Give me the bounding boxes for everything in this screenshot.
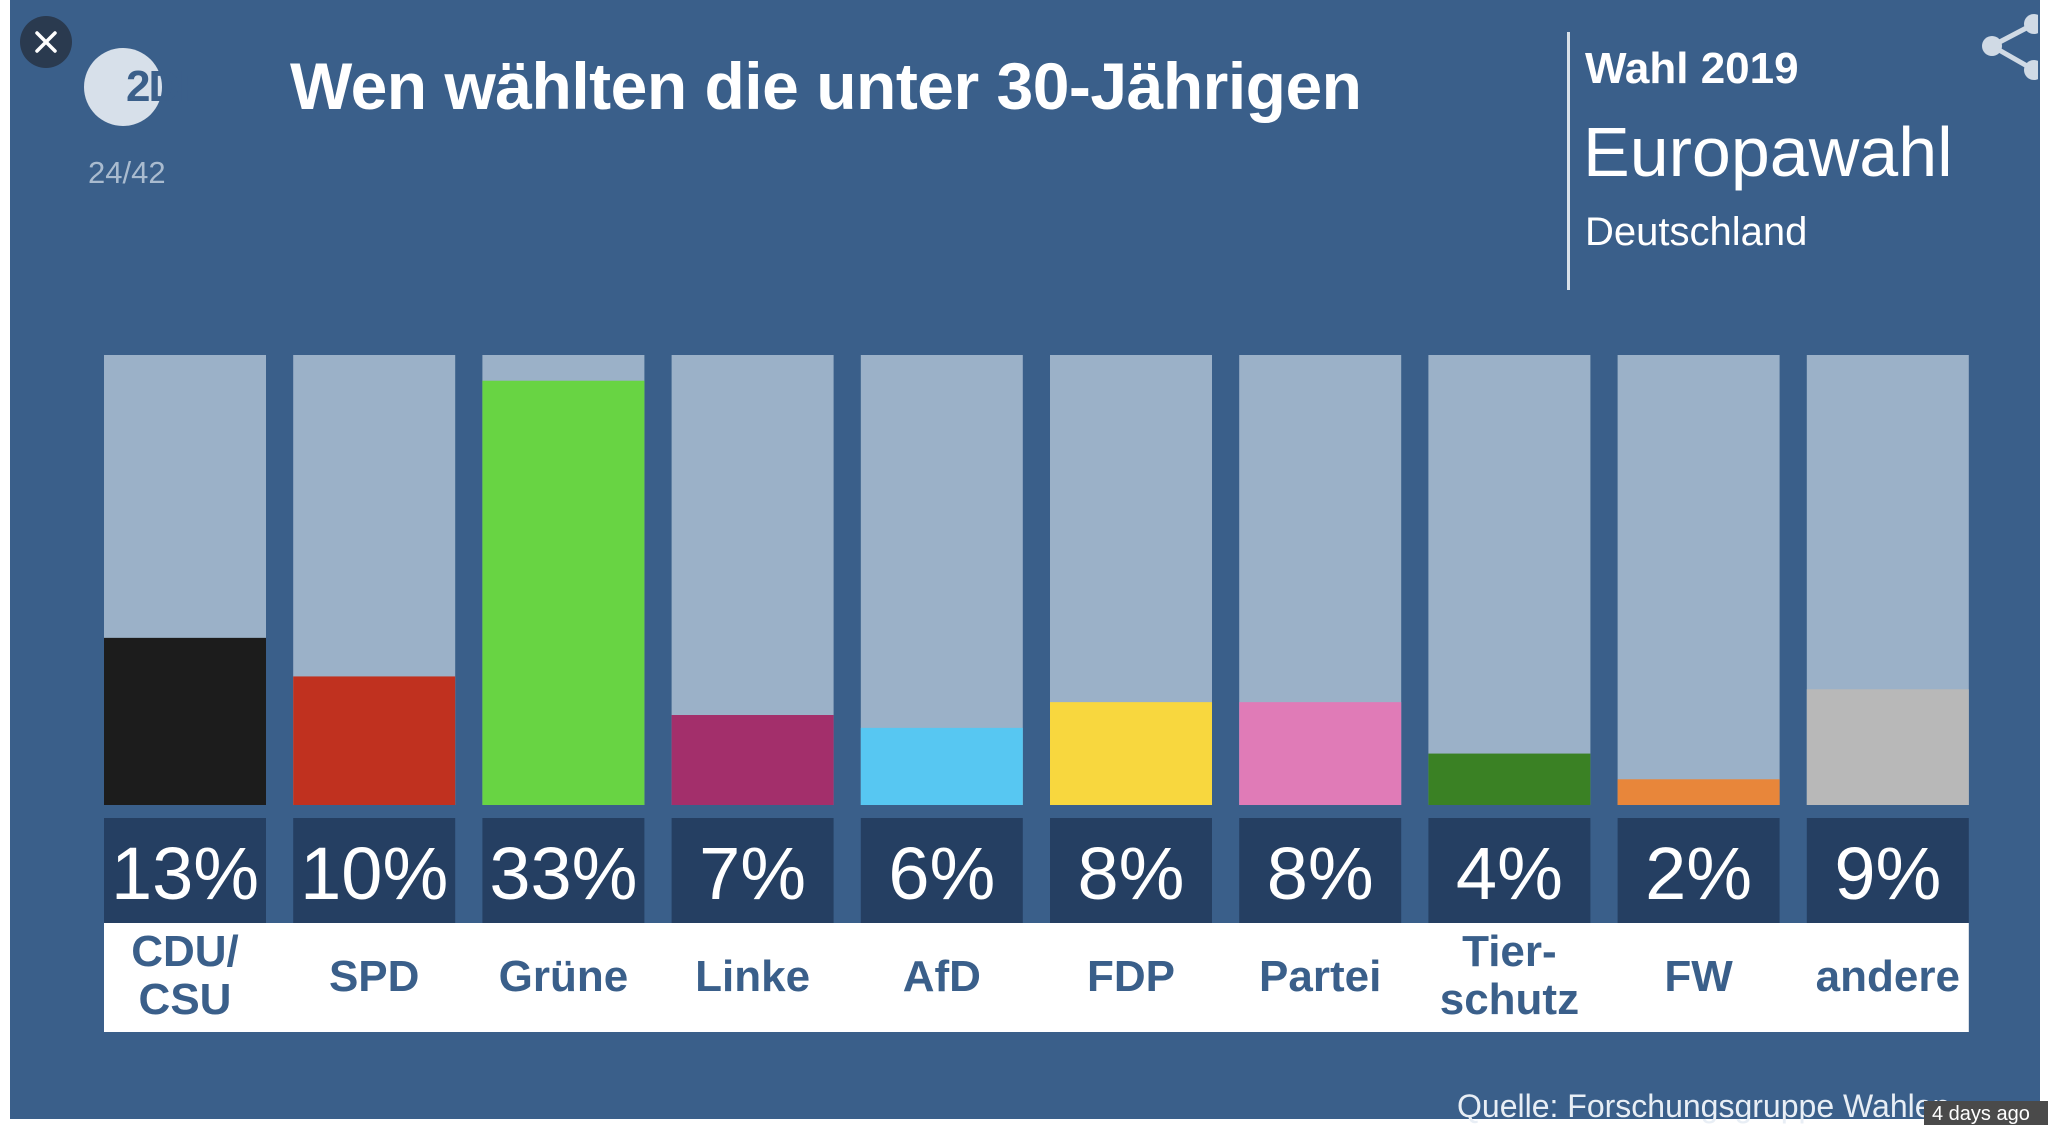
- category-label-tier-schutz-line-1: Tier-: [1462, 927, 1557, 976]
- bar-fdp: [1050, 702, 1212, 805]
- value-label-fdp: 8%: [1078, 832, 1185, 915]
- bar-track-fw: [1617, 355, 1780, 805]
- logo-circle: [84, 48, 162, 126]
- value-label-tier-schutz: 4%: [1456, 832, 1563, 915]
- bar-grüne: [482, 380, 645, 805]
- bar-linke: [671, 715, 834, 805]
- bar-partei: [1239, 702, 1402, 805]
- category-label-linke: Linke: [695, 952, 810, 1001]
- source-note: Quelle: Forschungsgruppe Wahlen: [1457, 1088, 1951, 1124]
- category-label-strip: [104, 923, 1969, 1032]
- category-label-partei: Partei: [1259, 952, 1381, 1001]
- logo-text: 2DF: [126, 62, 205, 111]
- value-label-linke: 7%: [699, 832, 806, 915]
- category-label-grüne: Grüne: [499, 952, 629, 1001]
- category-label-fdp: FDP: [1087, 952, 1175, 1001]
- bar-afd: [860, 727, 1023, 805]
- share-icon: [1982, 14, 2044, 80]
- zdf-logo: 2DF: [84, 48, 214, 128]
- value-label-afd: 6%: [888, 832, 995, 915]
- category-label-fw: FW: [1664, 952, 1733, 1001]
- value-box-linke: [671, 818, 834, 923]
- bar-spd: [293, 676, 456, 805]
- election-name: Europawahl: [1583, 113, 1953, 191]
- bar-cdu-csu: [104, 637, 266, 805]
- value-box-andere: [1806, 818, 1969, 923]
- election-region: Deutschland: [1585, 210, 1808, 254]
- slide-counter: 24/42: [88, 155, 166, 190]
- close-icon: [35, 31, 57, 53]
- category-label-cdu-csu-line-2: CSU: [139, 975, 232, 1024]
- value-label-grüne: 33%: [489, 832, 637, 915]
- value-box-cdu-csu: [104, 818, 266, 923]
- value-box-partei: [1239, 818, 1402, 923]
- value-label-andere: 9%: [1834, 832, 1941, 915]
- value-box-grüne: [482, 818, 645, 923]
- close-button[interactable]: [20, 16, 72, 68]
- value-label-cdu-csu: 13%: [111, 832, 259, 915]
- bar-track-tier-schutz: [1428, 355, 1591, 805]
- value-box-afd: [860, 818, 1023, 923]
- category-label-andere: andere: [1816, 952, 1960, 1001]
- value-box-fdp: [1050, 818, 1212, 923]
- share-button[interactable]: [1978, 10, 2044, 82]
- bar-tier-schutz: [1428, 753, 1591, 805]
- header-divider: [1567, 32, 1570, 290]
- timestamp-badge: 4 days ago: [1924, 1101, 2048, 1125]
- value-box-tier-schutz: [1428, 818, 1591, 923]
- page-title: Wen wählten die unter 30-Jährigen: [290, 49, 1362, 123]
- election-year: Wahl 2019: [1585, 44, 1799, 93]
- value-box-fw: [1617, 818, 1780, 923]
- value-label-fw: 2%: [1645, 832, 1752, 915]
- category-label-tier-schutz-line-2: schutz: [1440, 975, 1579, 1024]
- category-label-cdu-csu-line-1: CDU/: [131, 927, 239, 976]
- category-label-spd: SPD: [329, 952, 419, 1001]
- bar-andere: [1806, 689, 1969, 805]
- bar-fw: [1617, 779, 1780, 805]
- category-label-afd: AfD: [903, 952, 981, 1001]
- value-label-partei: 8%: [1267, 832, 1374, 915]
- value-box-spd: [293, 818, 456, 923]
- value-label-spd: 10%: [300, 832, 448, 915]
